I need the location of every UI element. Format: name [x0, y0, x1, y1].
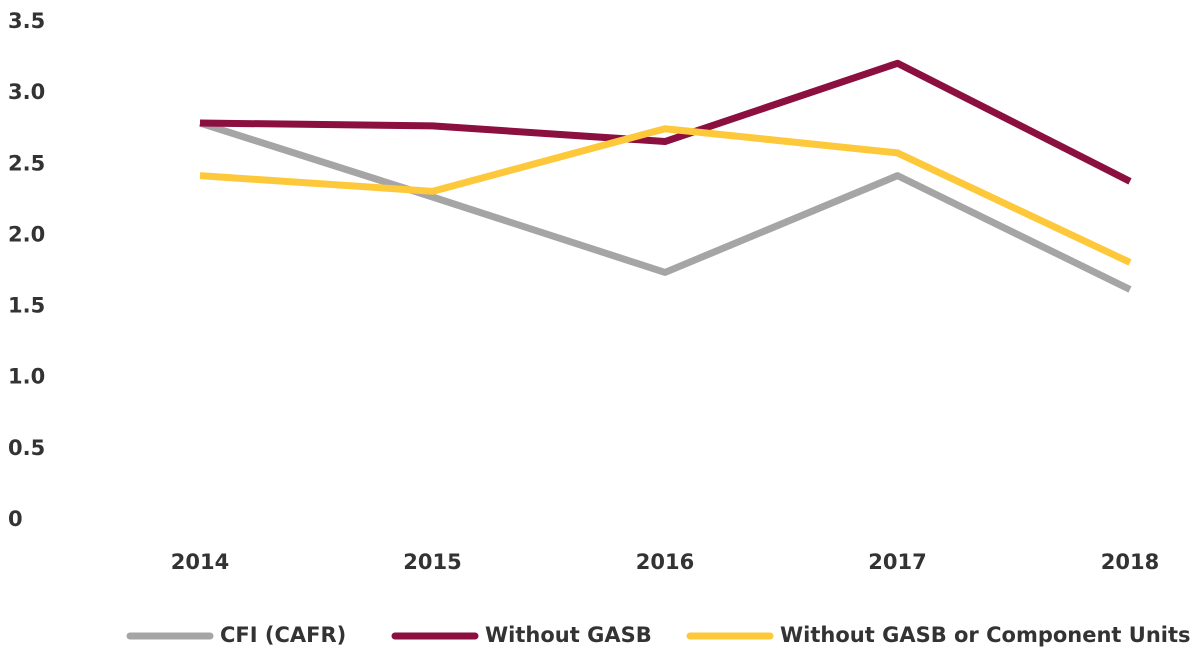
x-tick-label: 2016: [636, 550, 694, 574]
x-tick-label: 2014: [171, 550, 229, 574]
y-tick-label: 1.5: [8, 294, 45, 318]
y-tick-label: 0.5: [8, 436, 45, 460]
y-tick-label: 2.5: [8, 151, 45, 175]
legend-label: CFI (CAFR): [220, 623, 346, 647]
y-tick-label: 0: [8, 507, 23, 531]
x-tick-label: 2018: [1101, 550, 1159, 574]
y-tick-label: 3.5: [8, 9, 45, 33]
x-tick-label: 2017: [868, 550, 926, 574]
legend-label: Without GASB or Component Units: [780, 623, 1191, 647]
y-tick-label: 2.0: [8, 222, 45, 246]
series-line: [198, 119, 1132, 293]
x-tick-label: 2015: [403, 550, 461, 574]
y-tick-label: 1.0: [8, 365, 45, 389]
legend-label: Without GASB: [485, 623, 652, 647]
y-tick-label: 3.0: [8, 80, 45, 104]
series-line: [199, 59, 1132, 185]
series-line: [199, 125, 1132, 266]
